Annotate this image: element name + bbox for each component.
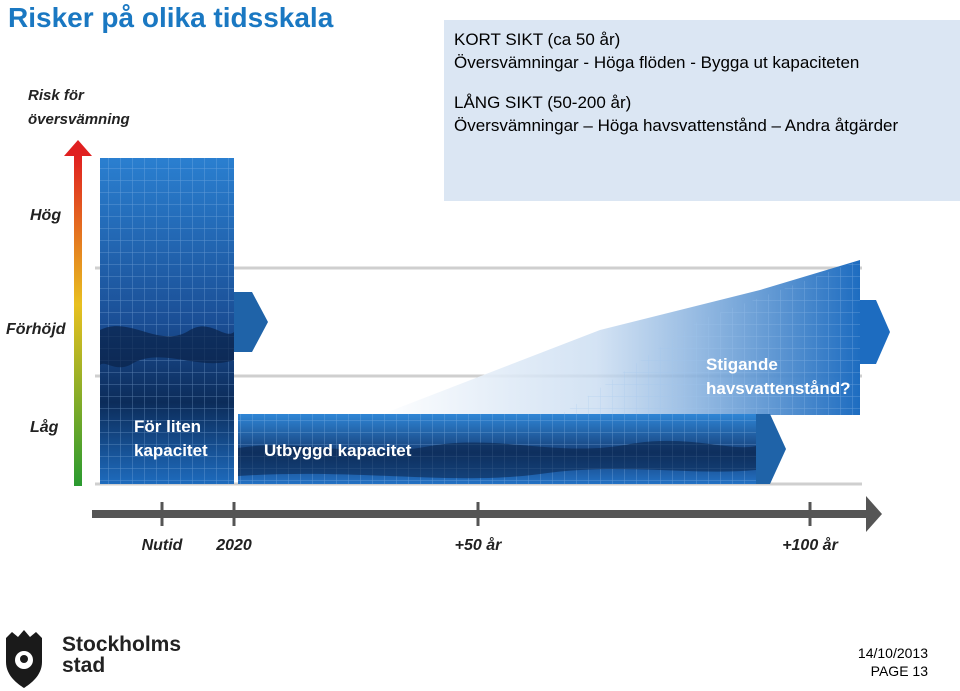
timeline-label-nutid: Nutid [142,537,184,554]
stockholm-logo [6,630,42,688]
footer-page: PAGE 13 [870,663,928,679]
risk-gradient-bar [74,156,82,486]
level-elevated-label: Förhöjd [6,321,67,338]
rising-sea-grid [560,260,860,415]
rising-sea-arrow [860,300,890,364]
rising-sea-label-line2: havsvattenstånd? [706,379,851,398]
logo-line2: stad [62,654,106,677]
y-axis-title-line1: Risk för [28,87,85,104]
timeline-label-100: +100 år [782,536,838,554]
short-term-text: Översvämningar - Höga flöden - Bygga ut … [454,53,860,72]
info-box: KORT SIKT (ca 50 år) Översvämningar - Hö… [444,20,960,201]
level-high-label: Hög [30,207,61,224]
expanded-capacity-arrow [756,414,786,484]
y-axis-title-line2: översvämning [28,111,130,128]
level-low-label: Låg [30,418,59,436]
timeline-label-2020: 2020 [215,537,252,554]
small-capacity-label-line1: För liten [134,417,201,436]
expanded-capacity-wave [238,440,756,479]
slide-title: Risker på olika tidsskala [8,2,334,33]
footer: 14/10/2013 PAGE 13 [858,644,928,680]
risk-timeline-diagram: Risk för översvämning Hög Förhöjd Låg Fö… [6,87,890,554]
timeline-label-50: +50 år [455,536,502,554]
small-capacity-wave [100,326,234,368]
rising-sea-label-line1: Stigande [706,355,778,374]
small-capacity-label-line2: kapacitet [134,441,208,460]
risk-arrow-head [64,140,92,156]
long-term-text: Översvämningar – Höga havsvattenstånd – … [454,116,899,135]
long-term-heading: LÅNG SIKT (50-200 år) [454,93,632,112]
logo-line1: Stockholms [62,633,182,656]
small-capacity-arrow [234,292,268,352]
timeline-arrow-head [866,496,882,532]
footer-date: 14/10/2013 [857,645,928,661]
expanded-capacity-label: Utbyggd kapacitet [264,441,412,460]
logo-text: Stockholms stad [62,634,181,676]
short-term-heading: KORT SIKT (ca 50 år) [454,30,621,49]
